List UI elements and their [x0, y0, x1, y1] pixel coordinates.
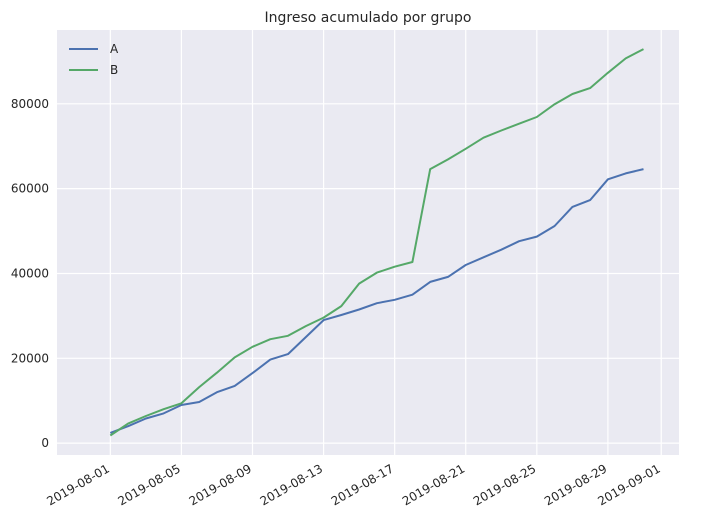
series-line-a [109, 168, 644, 434]
grid [57, 30, 679, 455]
x-tick-label: 2019-08-17 [329, 461, 396, 508]
legend-label-b: B [110, 63, 118, 77]
x-axis: 2019-08-01 2019-08-05 2019-08-09 2019-08-13… [44, 461, 662, 508]
legend-label-a: A [110, 42, 119, 56]
legend: AB [69, 42, 119, 77]
y-axis: 0 20000 40000 60000 80000 [11, 97, 49, 450]
x-tick-label: 2019-08-05 [115, 461, 182, 508]
plot-area [57, 30, 679, 455]
x-tick-label: 2019-08-21 [400, 461, 467, 508]
y-tick-label: 60000 [11, 182, 49, 196]
x-tick-label: 2019-08-09 [187, 461, 254, 508]
x-tick-label: 2019-08-25 [471, 461, 538, 508]
x-tick-label: 2019-08-13 [258, 461, 325, 508]
y-tick-label: 20000 [11, 351, 49, 365]
chart-title: Ingreso acumulado por grupo [265, 10, 472, 26]
y-tick-label: 0 [41, 436, 49, 450]
y-tick-label: 80000 [11, 97, 49, 111]
series-line-b [109, 48, 644, 437]
y-tick-label: 40000 [11, 266, 49, 280]
series-lines [109, 48, 644, 437]
x-tick-label: 2019-08-01 [44, 461, 111, 508]
